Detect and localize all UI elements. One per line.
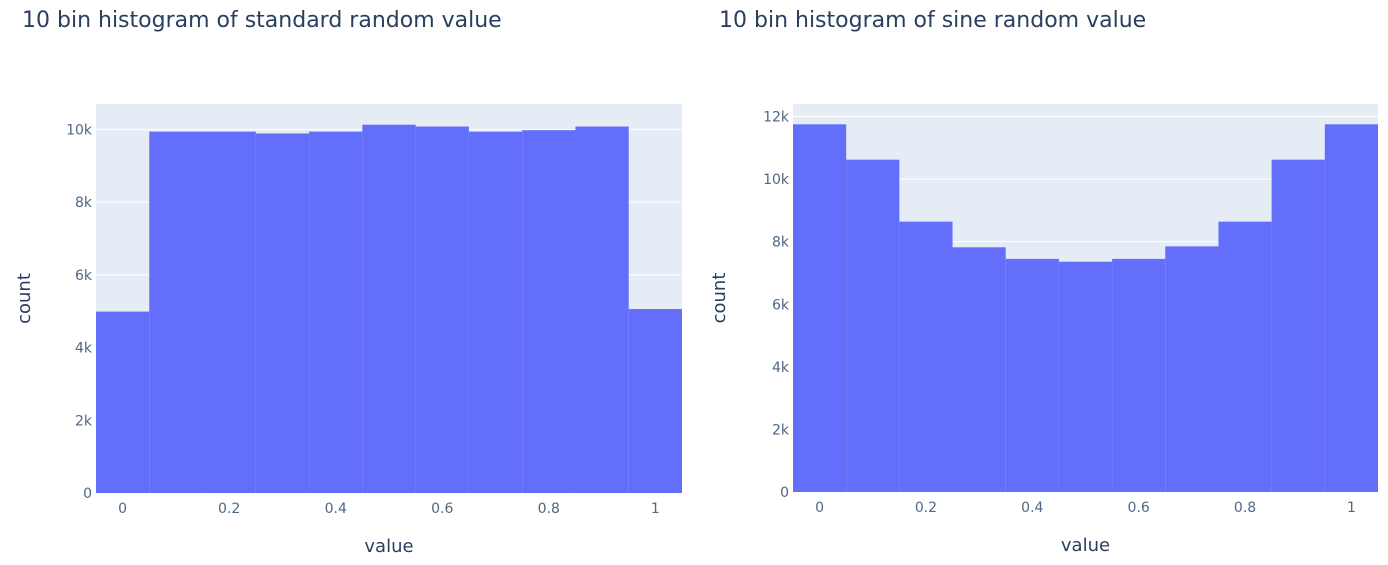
histogram-bar <box>575 126 629 493</box>
x-tick-label: 1 <box>651 501 660 517</box>
y-tick-label: 2k <box>772 422 790 438</box>
y-tick-label: 8k <box>772 235 790 251</box>
histogram-standard-svg: 0 2k 4k 6k 8k 10k 0 0.2 0.4 0.6 0.8 1 value count <box>14 104 682 557</box>
y-tick-label: 6k <box>772 297 790 313</box>
chart-title: 10 bin histogram of standard random valu… <box>22 8 502 33</box>
y-tick-label: 0 <box>780 485 789 501</box>
x-tick-label: 1 <box>1347 500 1356 516</box>
histogram-bar <box>899 221 953 492</box>
histogram-bar <box>1271 159 1325 492</box>
y-tick-label: 4k <box>772 360 790 376</box>
chart-title: 10 bin histogram of sine random value <box>719 8 1147 33</box>
x-tick-label: 0.4 <box>325 501 347 517</box>
histogram-bar <box>952 247 1006 492</box>
histogram-bar <box>96 311 150 493</box>
histogram-bar <box>1005 258 1059 492</box>
x-tick-label: 0.2 <box>915 500 937 516</box>
histogram-bar <box>1218 221 1272 492</box>
histogram-bar <box>1112 258 1166 492</box>
x-tick-label: 0 <box>815 500 824 516</box>
histogram-bar <box>362 124 416 494</box>
y-tick-label: 10k <box>66 122 93 138</box>
histogram-bar <box>415 126 469 493</box>
histogram-bar <box>468 131 523 493</box>
histogram-bar <box>522 130 576 493</box>
histogram-bar <box>846 159 900 492</box>
y-tick-label: 6k <box>75 268 93 284</box>
x-axis-title: value <box>364 536 413 557</box>
histogram-bar <box>1058 261 1113 492</box>
histogram-bar <box>255 133 310 493</box>
y-axis-title: count <box>709 273 730 324</box>
histogram-bar <box>202 131 256 493</box>
x-tick-label: 0.2 <box>218 501 240 517</box>
histogram-bar <box>793 124 847 492</box>
x-tick-label: 0.8 <box>538 501 560 517</box>
y-tick-label: 2k <box>75 413 93 429</box>
histogram-sine-svg: 0 2k 4k 6k 8k 10k 12k 0 0.2 0.4 0.6 0.8 1 value count <box>709 104 1378 556</box>
y-tick-label: 0 <box>83 486 92 502</box>
x-tick-label: 0.6 <box>431 501 453 517</box>
y-tick-label: 10k <box>763 172 790 188</box>
y-tick-label: 4k <box>75 341 93 357</box>
y-axis-title: count <box>14 273 35 324</box>
histogram-bar <box>628 309 682 493</box>
x-tick-label: 0.4 <box>1021 500 1043 516</box>
histogram-bar <box>1165 246 1219 492</box>
histogram-sine: 10 bin histogram of sine random value 0 2… <box>697 0 1388 565</box>
histogram-bar <box>149 131 203 493</box>
y-tick-label: 8k <box>75 195 93 211</box>
histogram-bar <box>1324 124 1378 492</box>
histogram-standard: 10 bin histogram of standard random valu… <box>14 8 682 557</box>
x-tick-label: 0.8 <box>1234 500 1256 516</box>
histogram-bar <box>309 131 363 493</box>
y-tick-label: 12k <box>763 110 790 126</box>
x-tick-label: 0 <box>118 501 127 517</box>
x-tick-label: 0.6 <box>1128 500 1150 516</box>
x-axis-title: value <box>1061 535 1110 556</box>
